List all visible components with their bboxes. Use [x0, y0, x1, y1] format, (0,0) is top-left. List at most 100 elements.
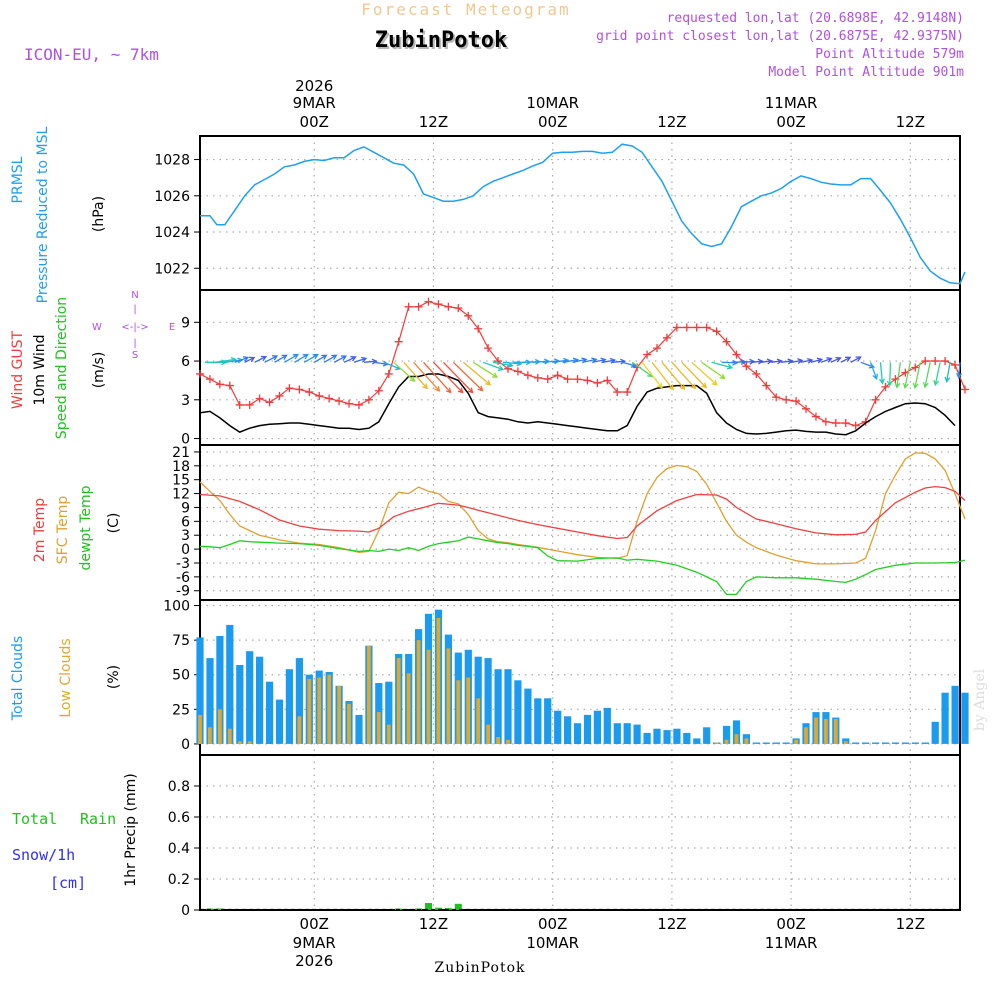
top-time-label: 11MAR	[765, 94, 818, 112]
total-clouds-label: Total Clouds	[10, 636, 26, 721]
wind-direction-arrow	[254, 355, 268, 363]
y-tick-label: 100	[163, 599, 190, 615]
wind-direction-arrow	[363, 358, 378, 365]
y-tick-label: 25	[172, 702, 190, 718]
low-cloud-bar	[307, 678, 312, 744]
gust-marker	[752, 369, 761, 378]
y-tick-label: 75	[172, 633, 190, 649]
temp-unit: (C)	[106, 513, 122, 534]
total-cloud-bar	[216, 636, 224, 744]
y-tick-label: 50	[172, 668, 190, 684]
gust-marker	[593, 379, 602, 387]
low-cloud-bar	[833, 719, 838, 744]
total-cloud-bar	[911, 742, 919, 744]
compass-south: S	[132, 350, 138, 361]
gust-marker	[722, 337, 731, 346]
gust-marker	[523, 371, 532, 380]
y-tick-label: -6	[176, 570, 190, 586]
y-tick-label: 6	[181, 514, 190, 530]
low-cloud-bar	[227, 728, 232, 744]
clouds-panel: Total Clouds Low Clouds (%) 0 25 50 75 100	[10, 599, 969, 756]
gust-marker	[871, 395, 880, 404]
y-tick-label: 1024	[154, 225, 190, 241]
wind-direction-arrow	[274, 354, 288, 363]
gust-marker	[563, 375, 572, 384]
gust-marker	[782, 395, 791, 404]
gust-marker	[235, 400, 244, 409]
y-tick-label: 0	[181, 542, 190, 558]
total-cloud-bar	[573, 723, 582, 744]
wind-direction-arrow	[651, 361, 674, 391]
model-name: ICON-EU, ~ 7km	[24, 45, 159, 64]
gust-marker	[613, 388, 622, 397]
gust-marker	[345, 399, 354, 408]
wind-direction-arrow	[781, 358, 794, 365]
top-time-label: 12Z	[657, 113, 686, 131]
total-cloud-bar	[593, 710, 601, 744]
gust-marker	[215, 380, 224, 389]
total-cloud-bar	[275, 699, 284, 744]
gust-marker	[821, 417, 830, 426]
low-cloud-bar	[843, 741, 848, 744]
gust-marker	[503, 364, 512, 373]
compass-rose: N | W <-|-> E | S	[92, 290, 175, 361]
total-cloud-bar	[872, 742, 880, 744]
total-cloud-bar	[732, 720, 741, 744]
bottom-time-label: 12Z	[419, 915, 448, 933]
y-tick-label: 0.4	[168, 841, 190, 857]
wind-direction-arrow	[894, 362, 902, 389]
gust-marker	[255, 394, 264, 403]
top-time-label: 12Z	[419, 113, 448, 131]
total-cloud-bar	[703, 727, 711, 744]
wind-direction-arrow	[472, 361, 499, 378]
total-cloud-bar	[295, 658, 303, 744]
total-cloud-bar	[862, 742, 870, 744]
total-cloud-bar	[633, 724, 641, 744]
bottom-time-label: 10MAR	[526, 934, 579, 952]
gust-marker	[325, 394, 334, 403]
wind-direction-arrow	[711, 361, 734, 370]
footer-location: ZubinPotok	[434, 960, 525, 976]
y-tick-label: 0.6	[168, 810, 190, 826]
total-cloud-bar	[564, 716, 572, 744]
location-title: ZubinPotok	[375, 28, 507, 53]
gust-marker	[364, 395, 373, 404]
gust-marker	[931, 357, 940, 366]
low-cloud-bar	[376, 712, 381, 744]
low-cloud-bar	[327, 674, 332, 744]
total-cloud-bar	[554, 710, 562, 744]
point-altitude: Point Altitude 579m	[815, 47, 964, 62]
gust-marker	[553, 371, 562, 380]
total-cloud-bar	[673, 728, 681, 744]
compass-east: E	[169, 322, 175, 333]
low-cloud-bar	[406, 673, 411, 744]
total-cloud-bar	[842, 738, 850, 744]
gust-marker	[682, 323, 691, 332]
wind-direction-arrow	[333, 355, 348, 363]
low-cloud-bar	[466, 677, 471, 744]
gust-marker	[742, 362, 751, 371]
total-cloud-bar	[603, 707, 611, 744]
wind-speed-line	[199, 373, 956, 436]
wind-direction-arrow	[701, 361, 726, 380]
gust-marker	[583, 376, 592, 385]
gust-marker	[911, 363, 920, 372]
wind-direction-arrow	[413, 361, 441, 392]
gust-marker	[851, 421, 860, 430]
total-cloud-bar	[941, 692, 949, 744]
gust-marker	[275, 391, 284, 400]
total-cloud-bar	[484, 658, 492, 744]
y-tick-label: 9	[181, 500, 190, 516]
y-tick-label: 3	[181, 528, 190, 544]
y-tick-label: 18	[172, 459, 190, 475]
gust-marker	[444, 302, 453, 311]
pressure-line	[200, 143, 966, 285]
wind-direction-arrow	[761, 358, 774, 365]
forecast-title: Forecast Meteogram	[361, 0, 570, 19]
gust-marker	[205, 375, 214, 384]
gust-marker	[434, 300, 443, 309]
low-cloud-bar	[456, 680, 461, 744]
wind-direction-arrow	[902, 362, 911, 390]
bottom-time-label: 11MAR	[765, 934, 818, 952]
gust-marker	[384, 369, 393, 378]
